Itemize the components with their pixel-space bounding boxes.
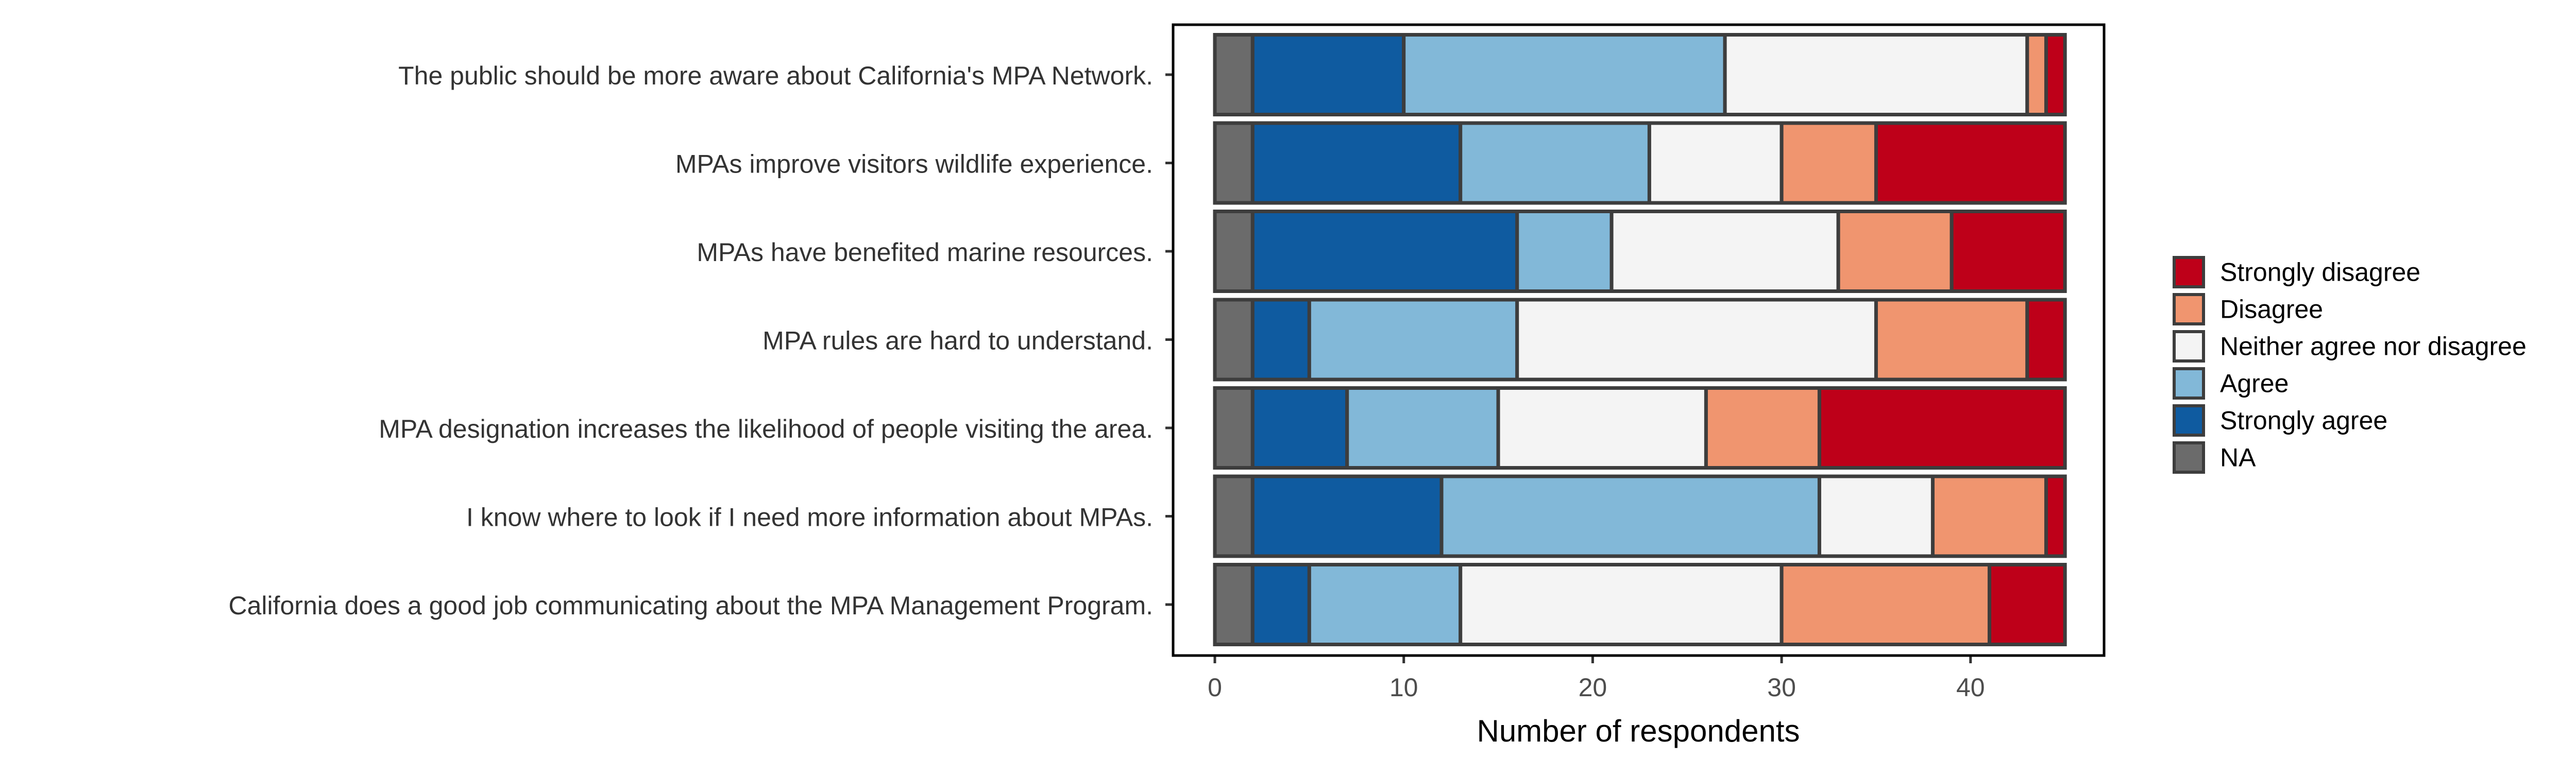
y-tick-label: California does a good job communicating… (228, 591, 1153, 620)
bar-segment-strongly-agree (1250, 563, 1311, 646)
legend-label-strongly-agree: Strongly agree (2220, 406, 2387, 435)
bar-segment-neither-agree-nor-disagree (1459, 563, 1784, 646)
bar-segment-strongly-disagree (2044, 33, 2067, 116)
legend-label-neither-agree-nor-disagree: Neither agree nor disagree (2220, 332, 2527, 361)
legend-swatch-disagree (2173, 293, 2205, 325)
plot-panel-border (1172, 23, 2106, 657)
y-tick-label: MPAs have benefited marine resources. (697, 238, 1153, 267)
x-tick-label: 20 (1579, 673, 1607, 702)
bar-segment-agree (1402, 33, 1727, 116)
bar-segment-na (1213, 210, 1255, 293)
bar-segment-disagree (1930, 474, 2048, 558)
legend-label-agree: Agree (2220, 369, 2289, 398)
x-tick-label: 0 (1208, 673, 1222, 702)
bar-segment-strongly-agree (1250, 121, 1463, 205)
bar-segment-strongly-disagree (2025, 298, 2067, 382)
y-tick-label: MPA rules are hard to understand. (762, 326, 1153, 355)
y-axis-labels: The public should be more aware about Ca… (228, 61, 1173, 620)
legend: Strongly disagree Disagree Neither agree n… (2173, 256, 2527, 474)
bar-segment-na (1213, 386, 1255, 470)
bar-segment-agree (1459, 121, 1651, 205)
bar-segment-na (1213, 474, 1255, 558)
x-axis-title: Number of respondents (1477, 714, 1800, 748)
bar-segment-strongly-disagree (1987, 563, 2067, 646)
bars-layer (1213, 33, 2067, 646)
bar-segment-agree (1439, 474, 1821, 558)
bar-segment-agree (1307, 298, 1519, 382)
bar-segment-disagree (2025, 33, 2048, 116)
bar-segment-agree (1515, 210, 1614, 293)
y-tick-label: The public should be more aware about Ca… (398, 61, 1153, 90)
bar-segment-disagree (1874, 298, 2029, 382)
bar-segment-na (1213, 563, 1255, 646)
bar-segment-strongly-agree (1250, 474, 1444, 558)
y-tick-label: MPAs improve visitors wildlife experienc… (675, 150, 1153, 179)
bar-segment-neither-agree-nor-disagree (1723, 33, 2029, 116)
x-tick-label: 10 (1389, 673, 1418, 702)
bar-segment-na (1213, 33, 1255, 116)
legend-swatch-strongly-agree (2173, 404, 2205, 437)
bar-segment-neither-agree-nor-disagree (1647, 121, 1784, 205)
legend-label-na: NA (2220, 443, 2256, 472)
legend-label-strongly-disagree: Strongly disagree (2220, 258, 2420, 287)
bar-segment-strongly-agree (1250, 298, 1311, 382)
bar-segment-strongly-disagree (1874, 121, 2067, 205)
bar-segment-na (1213, 298, 1255, 382)
legend-swatch-na (2173, 441, 2205, 474)
x-axis: 0 10 20 30 40 (1208, 656, 1985, 702)
bar-segment-agree (1307, 563, 1463, 646)
legend-swatch-agree (2173, 367, 2205, 400)
bar-segment-disagree (1704, 386, 1821, 470)
bar-segment-strongly-disagree (1950, 210, 2067, 293)
x-tick-label: 30 (1767, 673, 1796, 702)
legend-swatch-strongly-disagree (2173, 256, 2205, 288)
y-tick-label: MPA designation increases the likelihood… (379, 415, 1153, 443)
bar-segment-strongly-disagree (1817, 386, 2067, 470)
bar-segment-strongly-agree (1250, 33, 1406, 116)
bar-segment-disagree (1836, 210, 1954, 293)
bar-segment-neither-agree-nor-disagree (1515, 298, 1878, 382)
bar-segment-neither-agree-nor-disagree (1609, 210, 1840, 293)
y-tick-label: I know where to look if I need more info… (466, 503, 1153, 532)
bar-segment-disagree (1780, 563, 1991, 646)
bar-segment-strongly-agree (1250, 210, 1519, 293)
legend-label-disagree: Disagree (2220, 295, 2323, 324)
legend-swatch-neither-agree-nor-disagree (2173, 330, 2205, 363)
bar-segment-agree (1345, 386, 1500, 470)
x-tick-label: 40 (1956, 673, 1985, 702)
bar-segment-na (1213, 121, 1255, 205)
bar-segment-neither-agree-nor-disagree (1817, 474, 1935, 558)
bar-segment-strongly-disagree (2044, 474, 2067, 558)
bar-segment-disagree (1780, 121, 1878, 205)
bar-segment-strongly-agree (1250, 386, 1349, 470)
bar-segment-neither-agree-nor-disagree (1496, 386, 1708, 470)
